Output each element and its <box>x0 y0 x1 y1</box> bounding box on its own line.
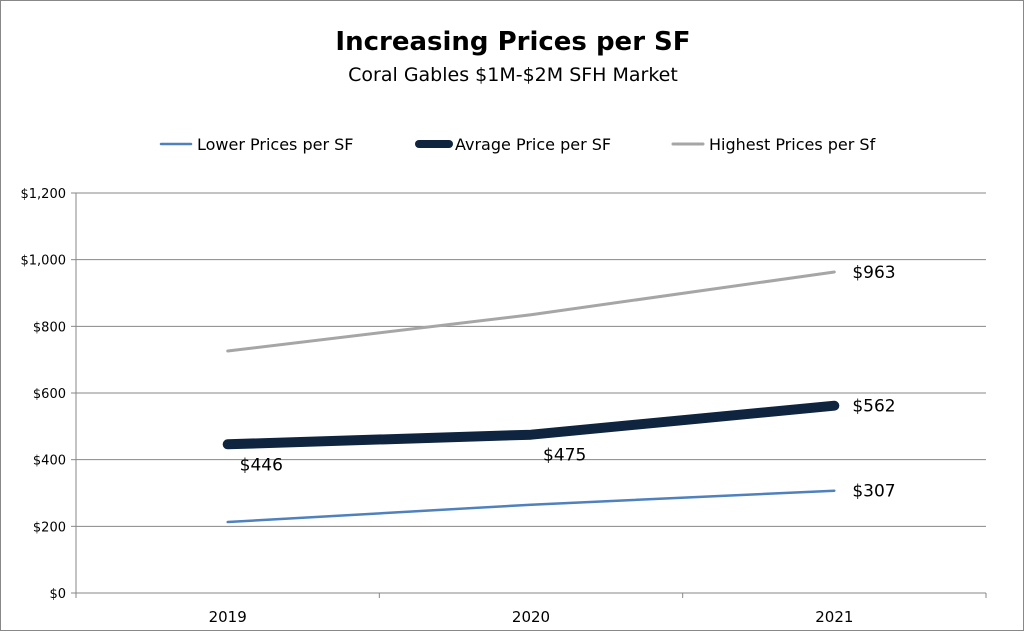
y-tick-label: $800 <box>33 320 66 335</box>
data-label: $963 <box>852 263 895 283</box>
y-tick-label: $1,200 <box>21 187 67 202</box>
data-label: $562 <box>852 397 895 417</box>
chart-subtitle: Coral Gables $1M-$2M SFH Market <box>348 64 678 86</box>
data-label: $307 <box>852 482 895 502</box>
series-line <box>226 489 836 524</box>
data-labels: $307 $446 $475 $562 $963 <box>240 263 896 502</box>
y-axis: $0 $200 $400 $600 $800 $1,000 $1,200 <box>21 187 77 602</box>
legend: Lower Prices per SF Avrage Price per SF Hi… <box>159 135 876 154</box>
data-label: $475 <box>543 446 586 466</box>
x-tick-label: 2021 <box>815 608 853 626</box>
legend-label: Avrage Price per SF <box>455 135 611 154</box>
y-tick-label: $400 <box>33 454 66 469</box>
series-group <box>222 270 840 524</box>
x-tick-label: 2019 <box>209 608 247 626</box>
y-tick-label: $0 <box>49 587 66 602</box>
y-tick-label: $200 <box>33 520 66 535</box>
series-line <box>222 400 840 450</box>
x-axis: 2019 2020 2021 <box>75 593 987 626</box>
legend-label: Highest Prices per Sf <box>709 135 876 154</box>
series-line <box>226 270 836 353</box>
legend-label: Lower Prices per SF <box>197 135 354 154</box>
chart-title: Increasing Prices per SF <box>335 27 690 57</box>
y-tick-label: $600 <box>33 387 66 402</box>
data-label: $446 <box>240 455 283 475</box>
grid <box>76 192 986 594</box>
x-tick-label: 2020 <box>512 608 550 626</box>
y-tick-label: $1,000 <box>21 254 67 269</box>
